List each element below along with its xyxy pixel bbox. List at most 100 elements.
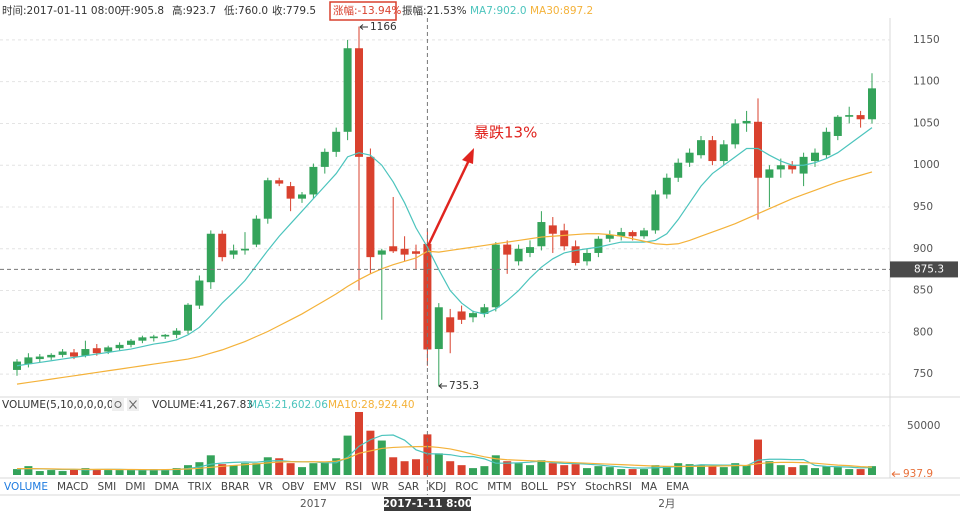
volume-bar: [822, 466, 831, 475]
volume-bar: [548, 463, 557, 475]
volume-bar: [400, 461, 409, 475]
indicator-tab[interactable]: MTM: [487, 481, 512, 493]
volume-bar: [263, 457, 272, 475]
crosshair-value-box: [890, 261, 958, 278]
indicator-tab[interactable]: BRAR: [221, 481, 250, 493]
candle-body: [594, 238, 603, 253]
candle-body: [70, 352, 78, 357]
header-amplitude: 振幅:21.53%: [402, 4, 467, 17]
volume-ma-line: [17, 445, 873, 471]
candle-body: [537, 222, 546, 247]
candle-body: [275, 180, 284, 184]
volume-bar: [58, 471, 67, 475]
y-tick-label: 750: [913, 368, 933, 380]
candle-body: [320, 151, 329, 167]
candle-body: [571, 246, 580, 263]
indicator-tab[interactable]: PSY: [557, 481, 577, 493]
candle-body: [628, 232, 637, 237]
volume-bar: [343, 435, 352, 475]
callout: 暴跌13%: [474, 124, 537, 142]
candle-body: [104, 347, 113, 352]
indicator-tab[interactable]: MA: [641, 481, 658, 493]
volume-bar: [229, 465, 238, 475]
volume-bar: [765, 461, 774, 475]
volume-bar: [92, 469, 101, 475]
volume-bar: [754, 439, 762, 475]
candle-body: [811, 152, 819, 162]
volume-bar: [605, 467, 614, 475]
candle-body: [605, 234, 614, 239]
volume-bar: [514, 463, 523, 475]
volume-title: VOLUME(5,10,0,0,0,0): [2, 399, 118, 411]
indicator-tab[interactable]: TRIX: [187, 481, 212, 493]
y-tick-label: 850: [913, 285, 933, 297]
indicator-tab[interactable]: VR: [258, 481, 272, 493]
candle-body: [742, 120, 751, 124]
candle-body: [355, 48, 363, 157]
crosshair-value: 875.3: [914, 263, 944, 275]
volume-bar: [799, 465, 808, 475]
y-tick-label: 50000: [907, 420, 940, 432]
marks-layer: [13, 26, 876, 475]
legend-ma7: MA7:902.0: [470, 5, 527, 17]
arrow: [438, 383, 447, 389]
candle-body: [24, 357, 33, 365]
legend-ma5: MA5:21,602.06: [248, 399, 328, 411]
header-low: 低:760.0: [224, 4, 268, 17]
candle-body: [446, 317, 455, 333]
y-tick-label: 1100: [913, 76, 940, 88]
candle-body: [184, 304, 192, 331]
candle-body: [697, 140, 705, 156]
indicator-tab[interactable]: VOLUME: [4, 481, 48, 493]
indicator-tab[interactable]: RSI: [345, 481, 362, 493]
x-tick-label: 2017: [300, 498, 327, 510]
volume-bar: [115, 470, 124, 475]
candle-body: [583, 252, 591, 262]
indicator-tab[interactable]: StochRSI: [585, 481, 632, 493]
settings-icon[interactable]: [112, 398, 124, 411]
x-tick-label: 2月: [658, 498, 675, 510]
callout-arrowhead: [462, 148, 474, 164]
volume-bar: [651, 465, 660, 475]
indicator-tab[interactable]: DMA: [155, 481, 180, 493]
volume-bar: [856, 469, 865, 475]
low-annotation: 735.3: [449, 380, 479, 392]
indicator-tab[interactable]: SAR: [398, 481, 419, 493]
candle-body: [309, 166, 318, 195]
candle-body: [868, 88, 876, 120]
candle-body: [548, 225, 557, 234]
volume-bar: [24, 466, 33, 475]
volume-bar: [275, 458, 284, 475]
volume-bar: [845, 469, 854, 475]
indicator-tabs: VOLUME MACD SMI DMI DMA TRIX BRAR VR OBV EMV RSI WR…: [4, 481, 690, 493]
candle-body: [845, 115, 854, 117]
indicator-tab[interactable]: EMV: [313, 481, 337, 493]
candle-body: [218, 233, 227, 258]
indicator-tab[interactable]: OBV: [282, 481, 305, 493]
settings-icon-glyph: [114, 401, 122, 408]
volume-bar: [526, 465, 534, 475]
candle-body: [719, 144, 728, 162]
candle-body: [514, 248, 523, 262]
volume-bar: [868, 466, 876, 475]
volume-bar: [366, 430, 375, 475]
volume-legend: VOLUME:41,267.83: [152, 399, 253, 411]
candle-body: [708, 140, 717, 162]
indicator-tab[interactable]: ROC: [455, 481, 478, 493]
candle-body: [856, 115, 865, 120]
indicator-tab[interactable]: WR: [371, 481, 389, 493]
indicator-tab[interactable]: SMI: [97, 481, 116, 493]
indicator-tab[interactable]: MACD: [57, 481, 88, 493]
candle-body: [560, 230, 569, 247]
volume-bar: [628, 469, 637, 475]
indicator-tab[interactable]: DMI: [125, 481, 145, 493]
volume-bar: [731, 463, 740, 475]
candle-body: [434, 307, 443, 350]
volume-bar: [776, 465, 785, 475]
indicator-tab[interactable]: BOLL: [521, 481, 548, 493]
candle-body: [480, 307, 489, 314]
ma-line: [16, 171, 873, 385]
indicator-tab[interactable]: EMA: [666, 481, 690, 493]
indicator-tab[interactable]: KDJ: [428, 481, 446, 493]
